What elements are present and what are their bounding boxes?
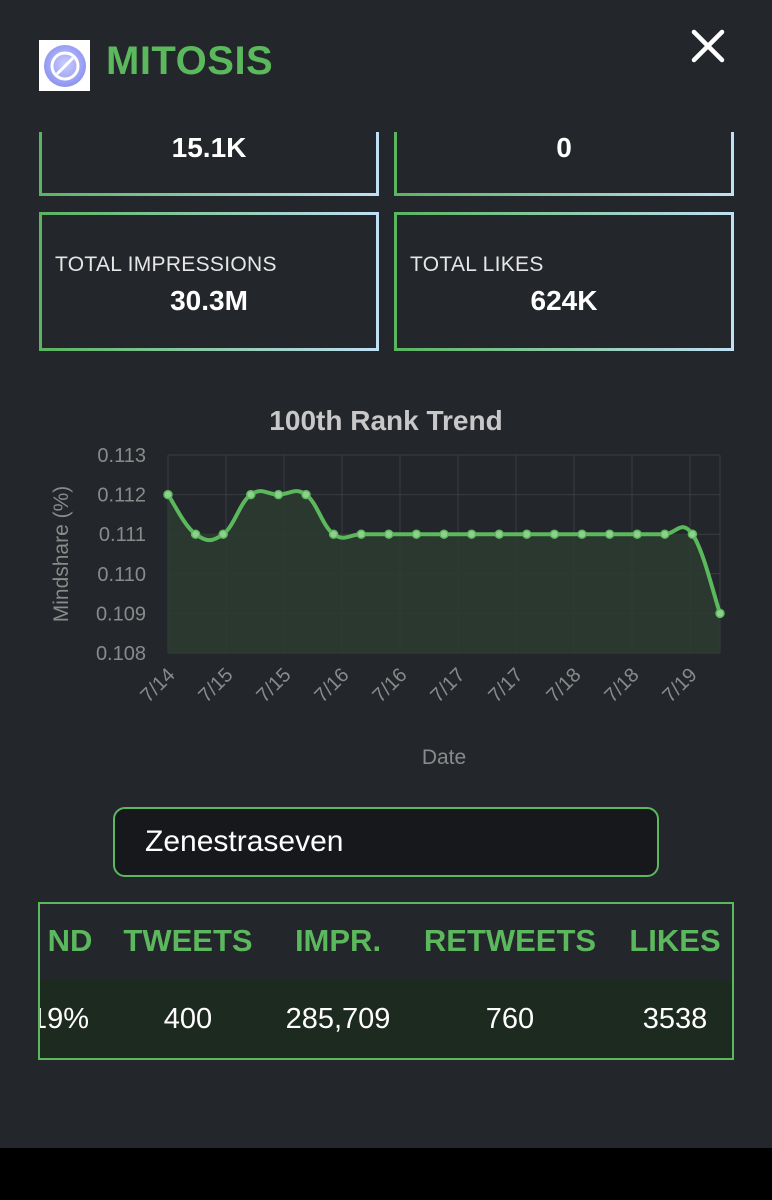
column-header[interactable]: TWEETS bbox=[123, 923, 253, 958]
table-cell: 3538 bbox=[642, 1003, 708, 1035]
column-header[interactable]: IMPR. bbox=[294, 923, 382, 958]
mitosis-logo-icon bbox=[39, 40, 90, 91]
stat-label: TOTAL LIKES bbox=[410, 253, 544, 276]
stat-value: 624K bbox=[530, 285, 598, 316]
table-cell: 19% bbox=[40, 1003, 90, 1035]
table-header-row: ND TWEETS IMPR. RETWEETS LIKES bbox=[40, 904, 732, 980]
data-point bbox=[522, 529, 532, 539]
y-tick-label: 0.111 bbox=[99, 524, 146, 546]
table-cell: 400 bbox=[163, 1003, 213, 1035]
x-tick-label: 7/18 bbox=[542, 664, 585, 707]
data-point bbox=[660, 529, 670, 539]
bottom-bar bbox=[0, 1148, 772, 1200]
data-point bbox=[163, 489, 173, 500]
x-axis-label: Date bbox=[422, 746, 466, 769]
area-fill bbox=[168, 494, 720, 653]
leaderboard-panel: MITOSIS 15.1K 0 TOTAL IMPRESSIONS 30.3M … bbox=[0, 0, 772, 1148]
x-tick-label: 7/16 bbox=[310, 664, 353, 707]
y-tick-label: 0.108 bbox=[96, 643, 146, 665]
data-point bbox=[715, 608, 725, 619]
search-input[interactable] bbox=[113, 807, 659, 877]
data-point bbox=[328, 529, 339, 539]
x-tick-label: 7/14 bbox=[136, 664, 179, 707]
stat-value: 30.3M bbox=[170, 285, 248, 316]
page-title: MITOSIS bbox=[106, 39, 274, 83]
x-tick-label: 7/15 bbox=[194, 664, 237, 707]
stat-card-total-likes: TOTAL LIKES 624K bbox=[394, 212, 734, 351]
data-point bbox=[411, 529, 422, 539]
x-tick-label: 7/19 bbox=[658, 664, 701, 707]
x-tick-label: 7/16 bbox=[368, 664, 411, 707]
data-point bbox=[301, 489, 311, 500]
data-point bbox=[494, 529, 504, 539]
x-tick-label: 7/18 bbox=[600, 664, 643, 707]
data-point bbox=[218, 529, 228, 539]
data-point bbox=[549, 529, 560, 539]
data-point bbox=[604, 529, 615, 539]
y-tick-label: 0.110 bbox=[97, 564, 146, 586]
data-point bbox=[246, 489, 256, 500]
column-header[interactable]: ND bbox=[47, 923, 93, 958]
x-tick-label: 7/17 bbox=[426, 664, 469, 707]
stat-card-top-right: 0 bbox=[394, 132, 734, 196]
stat-value: 0 bbox=[556, 132, 572, 163]
data-point bbox=[632, 529, 642, 539]
column-header[interactable]: LIKES bbox=[629, 923, 721, 958]
stat-card-total-impressions: TOTAL IMPRESSIONS 30.3M bbox=[39, 212, 379, 351]
y-tick-label: 0.109 bbox=[96, 603, 146, 625]
data-point bbox=[577, 529, 587, 539]
data-point bbox=[466, 529, 477, 539]
y-tick-label: 0.113 bbox=[97, 445, 146, 467]
table-row[interactable]: 19% 400 285,709 760 3538 bbox=[40, 980, 732, 1058]
table-cell: 760 bbox=[485, 1003, 535, 1035]
y-tick-label: 0.112 bbox=[97, 485, 146, 507]
table-cell: 285,709 bbox=[285, 1003, 391, 1035]
data-point bbox=[384, 529, 394, 539]
data-point bbox=[273, 489, 284, 500]
chart-title: 100th Rank Trend bbox=[269, 405, 503, 436]
data-point bbox=[190, 529, 201, 539]
stat-label: TOTAL IMPRESSIONS bbox=[55, 253, 277, 276]
data-point bbox=[687, 529, 698, 539]
data-point bbox=[356, 529, 366, 539]
close-icon[interactable] bbox=[688, 26, 728, 66]
column-header[interactable]: RETWEETS bbox=[423, 923, 597, 958]
x-tick-label: 7/17 bbox=[484, 664, 527, 707]
y-axis-label: Mindshare (%) bbox=[50, 486, 73, 623]
leaderboard-table: ND TWEETS IMPR. RETWEETS LIKES 19% 400 2… bbox=[38, 902, 734, 1060]
data-point bbox=[439, 529, 449, 539]
x-tick-label: 7/15 bbox=[252, 664, 295, 707]
stat-value: 15.1K bbox=[171, 132, 247, 163]
stat-card-top-left: 15.1K bbox=[39, 132, 379, 196]
